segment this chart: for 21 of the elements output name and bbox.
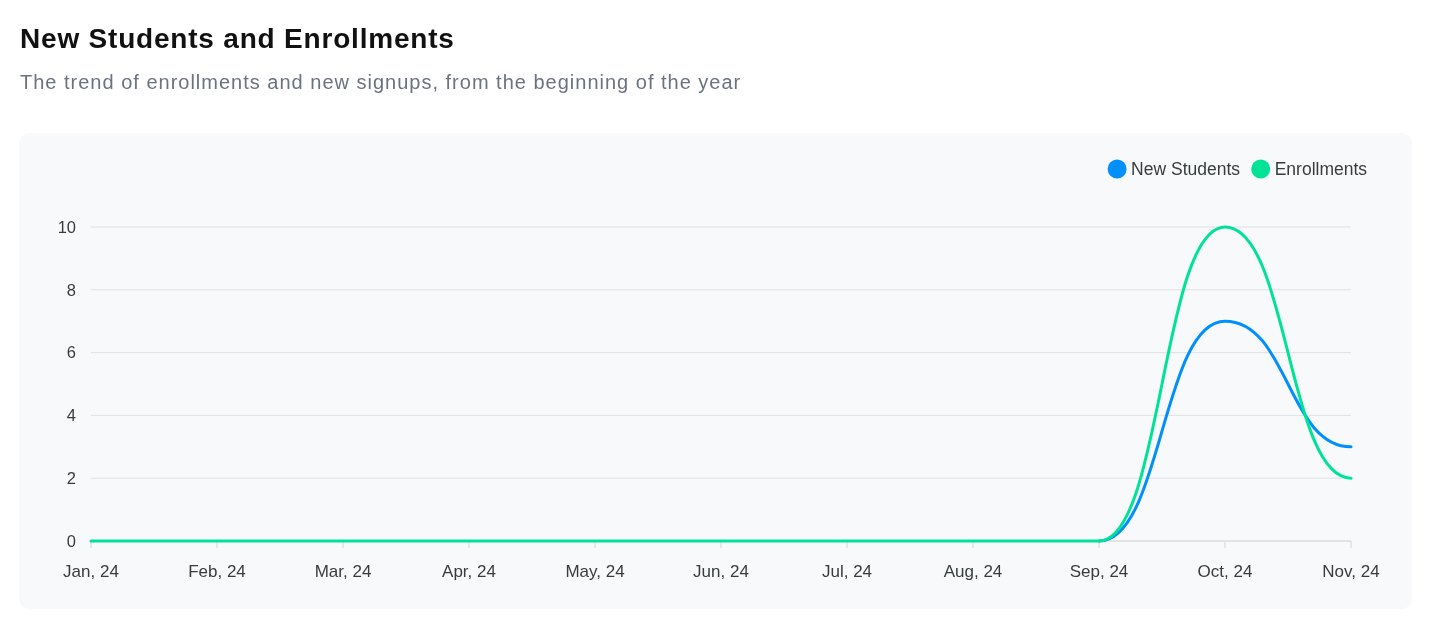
y-tick-label: 0 [66,531,76,550]
x-tick-label: Apr, 24 [442,562,496,581]
x-tick-label: Jan, 24 [63,562,119,581]
x-tick-label: Nov, 24 [1322,562,1380,581]
y-tick-label: 4 [66,406,76,425]
x-tick-label: Jun, 24 [693,562,749,581]
chart-title: New Students and Enrollments [20,23,455,54]
x-tick-label: Feb, 24 [188,562,246,581]
x-tick-label: Mar, 24 [314,562,372,581]
x-tick-label: May, 24 [565,562,625,581]
legend-label: New Students [1131,159,1241,180]
y-tick-label: 10 [57,217,76,236]
y-tick-label: 6 [66,343,76,362]
x-tick-label: Oct, 24 [1197,562,1253,581]
y-tick-label: 8 [66,280,76,299]
legend-label: Enrollments [1274,159,1368,180]
x-tick-label: Aug, 24 [943,562,1003,581]
chart-subtitle: The trend of enrollments and new signups, from the beginning of the year [20,71,742,93]
x-tick-label: Sep, 24 [1069,562,1129,581]
x-tick-label: Jul, 24 [821,562,873,581]
y-tick-label: 2 [66,468,76,487]
